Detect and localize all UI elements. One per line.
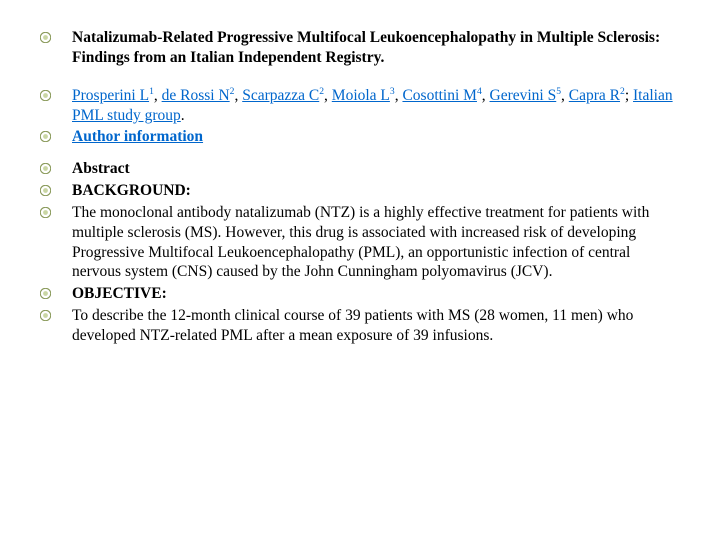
authors-line: Prosperini L1, de Rossi N2, Scarpazza C2… (72, 87, 673, 124)
background-label: BACKGROUND: (72, 182, 191, 199)
spacer (56, 149, 674, 159)
author-link[interactable]: Gerevini S (490, 87, 557, 104)
objective-label: OBJECTIVE: (72, 285, 167, 302)
bullet-icon (40, 131, 51, 142)
author-link[interactable]: de Rossi N (162, 87, 230, 104)
spacer (56, 70, 674, 86)
bullet-icon (40, 310, 51, 321)
author-link[interactable]: Prosperini L (72, 87, 149, 104)
title-item: Natalizumab-Related Progressive Multifoc… (56, 28, 674, 68)
background-text: The monoclonal antibody natalizumab (NTZ… (72, 204, 649, 280)
bullet-icon (40, 163, 51, 174)
bullet-icon (40, 32, 51, 43)
bullet-icon (40, 185, 51, 196)
bullet-icon (40, 207, 51, 218)
authors-item: Prosperini L1, de Rossi N2, Scarpazza C2… (56, 86, 674, 126)
bullet-icon (40, 90, 51, 101)
bullet-icon (40, 288, 51, 299)
author-link[interactable]: Cosottini M (402, 87, 477, 104)
author-link[interactable]: Moiola L (332, 87, 390, 104)
objective-text: To describe the 12-month clinical course… (72, 307, 633, 344)
objective-label-item: OBJECTIVE: (56, 284, 674, 304)
objective-text-item: To describe the 12-month clinical course… (56, 306, 674, 346)
abstract-label: Abstract (72, 160, 130, 177)
author-link[interactable]: Scarpazza C (242, 87, 319, 104)
background-label-item: BACKGROUND: (56, 181, 674, 201)
title-text: Natalizumab-Related Progressive Multifoc… (72, 29, 660, 66)
abstract-label-item: Abstract (56, 159, 674, 179)
author-info-link[interactable]: Author information (72, 128, 203, 145)
background-text-item: The monoclonal antibody natalizumab (NTZ… (56, 203, 674, 282)
author-info-item: Author information (56, 127, 674, 147)
author-link[interactable]: Capra R (569, 87, 620, 104)
